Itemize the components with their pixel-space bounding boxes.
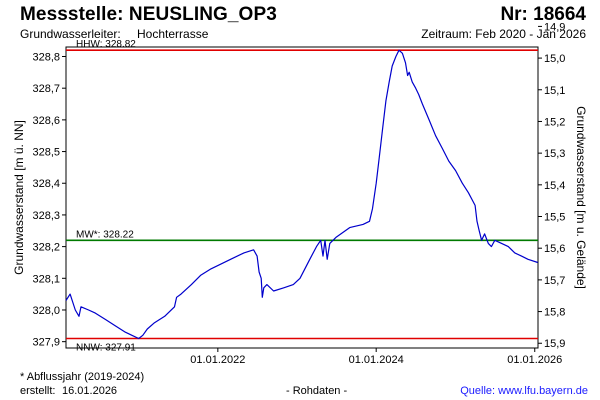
y2-tick-label: 15,3 (544, 148, 565, 160)
aquifer-value: Hochterrasse (137, 27, 209, 41)
y-axis-label: Grundwasserstand [m ü. NN] (12, 120, 26, 275)
station-number: Nr: 18664 (500, 4, 586, 25)
footnote: * Abflussjahr (2019-2024) (20, 371, 145, 383)
y-tick-label: 328,3 (32, 210, 60, 222)
y2-axis-label: Grundwasserstand [m u. Gelände] (574, 106, 588, 289)
y-tick-label: 328,1 (32, 273, 60, 285)
y2-tick-label: 15,1 (544, 85, 565, 97)
y2-tick-label: 15,2 (544, 116, 565, 128)
raw-data-note: - Rohdaten - (286, 385, 348, 397)
created-date: 16.01.2026 (62, 385, 118, 397)
y2-tick-label: 15,4 (544, 180, 565, 192)
y2-tick-label: 14,9 (544, 21, 565, 33)
y2-tick-label: 15,6 (544, 243, 565, 255)
y-tick-label: 327,9 (32, 337, 60, 349)
y2-tick-label: 15,8 (544, 307, 565, 319)
x-tick-label: 01.01.2022 (190, 354, 245, 366)
y-tick-label: 328,0 (32, 305, 60, 317)
x-tick-label: 01.01.2026 (507, 354, 562, 366)
y-tick-label: 328,7 (32, 83, 60, 95)
series-line (65, 49, 538, 340)
reference-line-label: HHW: 328.82 (76, 39, 136, 50)
period-label: Zeitraum: Feb 2020 - Jan 2026 (421, 27, 586, 41)
y-tick-label: 328,6 (32, 115, 60, 127)
created-label: erstellt: (20, 385, 56, 397)
source-link[interactable]: Quelle: www.lfu.bayern.de (460, 385, 588, 397)
x-tick-label: 01.01.2024 (349, 354, 404, 366)
y2-tick-label: 15,0 (544, 53, 565, 65)
y-tick-label: 328,2 (32, 242, 60, 254)
y-tick-label: 328,8 (32, 52, 60, 64)
y2-tick-label: 15,5 (544, 212, 565, 224)
aquifer-label: Grundwasserleiter: (20, 27, 121, 41)
y-tick-label: 328,5 (32, 147, 60, 159)
plot-frame (65, 46, 539, 349)
y2-tick-label: 15,7 (544, 275, 565, 287)
reference-line-label: NNW: 327.91 (76, 342, 136, 353)
plot-area: 327,9 328,0 328,1 328,2 328,3 328,4 328,5 328,6… (12, 21, 588, 366)
reference-line-label: MW*: 328.22 (76, 229, 134, 240)
y-tick-label: 328,4 (32, 178, 60, 190)
y2-tick-label: 15,9 (544, 338, 565, 350)
station-title: Messstelle: NEUSLING_OP3 (20, 4, 277, 25)
